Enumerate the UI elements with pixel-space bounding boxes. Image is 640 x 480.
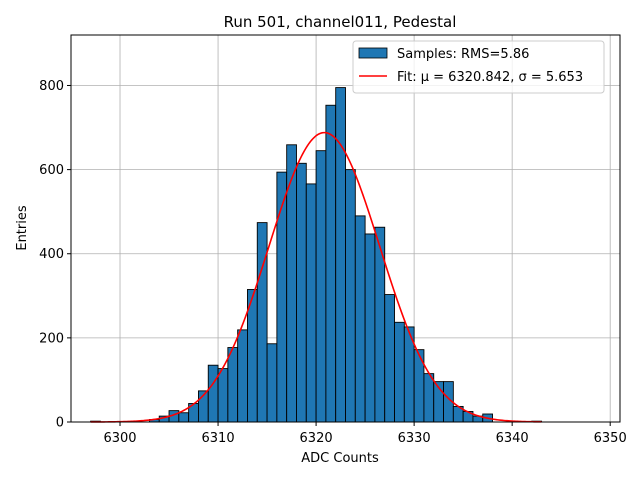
histogram-bar xyxy=(178,412,190,423)
x-tick-label: 6310 xyxy=(202,431,235,446)
legend-label-fit: Fit: μ = 6320.842, σ = 5.653 xyxy=(397,70,583,85)
x-tick-label: 6350 xyxy=(594,431,627,446)
x-axis-label: ADC Counts xyxy=(301,451,379,466)
histogram-bar xyxy=(335,87,346,423)
y-tick-label: 800 xyxy=(39,79,64,94)
histogram-bar xyxy=(256,222,268,423)
histogram-bar xyxy=(384,294,395,423)
x-tick-label: 6340 xyxy=(496,431,529,446)
histogram-bar xyxy=(296,162,307,423)
y-tick-label: 400 xyxy=(39,247,64,262)
chart-title: Run 501, channel011, Pedestal xyxy=(224,13,457,31)
x-axis-ticks: 6300 6310 6320 6330 6340 6350 xyxy=(103,422,627,446)
histogram-bar xyxy=(354,215,366,423)
fit-curve xyxy=(90,131,542,423)
histogram-bar xyxy=(345,169,356,423)
histogram-bar xyxy=(394,321,405,423)
histogram-bar xyxy=(266,343,278,423)
x-tick-label: 6330 xyxy=(398,431,431,446)
y-tick-label: 0 xyxy=(56,416,64,431)
histogram-bar xyxy=(237,329,248,423)
histogram-bar xyxy=(325,104,337,423)
x-tick-label: 6320 xyxy=(300,431,333,446)
x-tick-label: 6300 xyxy=(103,431,136,446)
histogram-bar xyxy=(305,183,317,423)
histogram-bar xyxy=(423,373,435,423)
legend-label-samples: Samples: RMS=5.86 xyxy=(397,47,529,62)
plot-area-frame xyxy=(70,34,621,423)
histogram-bar xyxy=(276,171,288,423)
legend-box xyxy=(352,40,605,94)
y-axis-ticks: 0 200 400 600 800 xyxy=(39,79,71,431)
y-tick-label: 600 xyxy=(39,163,64,178)
y-tick-label: 200 xyxy=(39,331,64,346)
histogram-bar xyxy=(364,233,376,423)
legend: Samples: RMS=5.86 Fit: μ = 6320.842, σ =… xyxy=(352,40,605,94)
histogram-bar xyxy=(217,368,229,423)
histogram-bar xyxy=(315,150,327,423)
y-axis-label: Entries xyxy=(15,205,30,251)
legend-swatch-samples xyxy=(358,47,388,59)
histogram-bar xyxy=(227,347,239,423)
histogram-bar xyxy=(207,364,219,423)
